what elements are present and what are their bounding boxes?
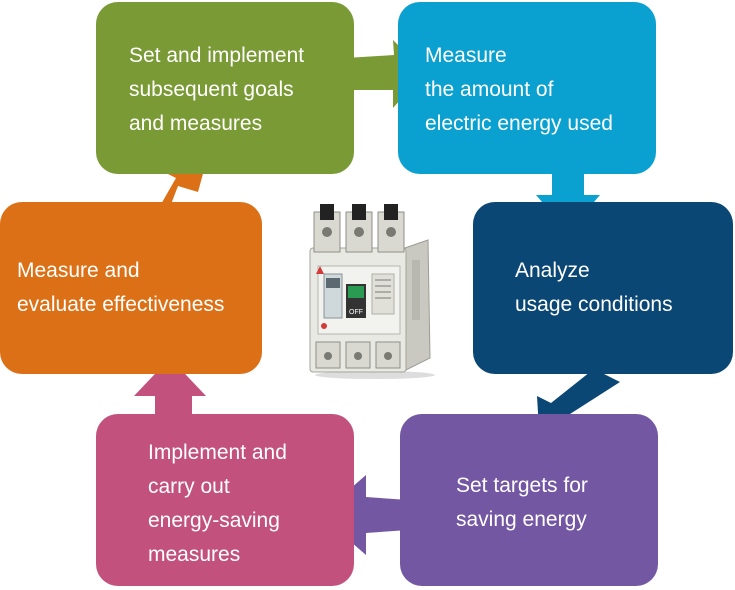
step-evaluate-box: Measure and evaluate effectiveness (0, 202, 262, 374)
step-measure-energy-box: Measure the amount of electric energy us… (398, 2, 656, 174)
step-line: Measure and (17, 259, 140, 282)
step-measure-energy-text: Measure the amount of electric energy us… (425, 39, 613, 141)
step-line: Implement and (148, 441, 287, 464)
step-analyze-text: Analyze usage conditions (515, 254, 673, 322)
step-implement-box: Implement and carry out energy-saving me… (96, 414, 354, 586)
step-line: Measure (425, 44, 507, 67)
arrow-pink-to-orange (134, 358, 206, 420)
step-line: saving energy (456, 508, 587, 531)
step-set-goals-box: Set and implement subsequent goals and m… (96, 2, 354, 174)
step-line: and measures (129, 112, 263, 135)
step-set-targets-box: Set targets for saving energy (400, 414, 658, 586)
step-evaluate-text: Measure and evaluate effectiveness (17, 254, 224, 322)
circuit-breaker-icon: OFF (309, 204, 435, 379)
step-line: Analyze (515, 259, 590, 282)
arrow-purple-to-pink (320, 475, 408, 555)
step-line: Set targets for (456, 474, 588, 497)
step-line: the amount of (425, 78, 554, 101)
step-analyze-box: Analyze usage conditions (473, 202, 733, 374)
step-implement-text: Implement and carry out energy-saving me… (148, 436, 287, 572)
step-line: subsequent goals (129, 78, 294, 101)
step-line: Set and implement (129, 44, 305, 67)
step-line: evaluate effectiveness (17, 293, 225, 316)
step-line: electric energy used (425, 112, 613, 135)
step-line: measures (148, 543, 241, 566)
step-line: carry out (148, 475, 230, 498)
arrow-blue-to-navy (536, 170, 600, 232)
step-line: energy-saving (148, 509, 280, 532)
step-line: usage conditions (515, 293, 673, 316)
step-set-targets-text: Set targets for saving energy (456, 469, 588, 537)
step-set-goals-text: Set and implement subsequent goals and m… (129, 39, 304, 141)
breaker-off-label: OFF (349, 309, 363, 316)
